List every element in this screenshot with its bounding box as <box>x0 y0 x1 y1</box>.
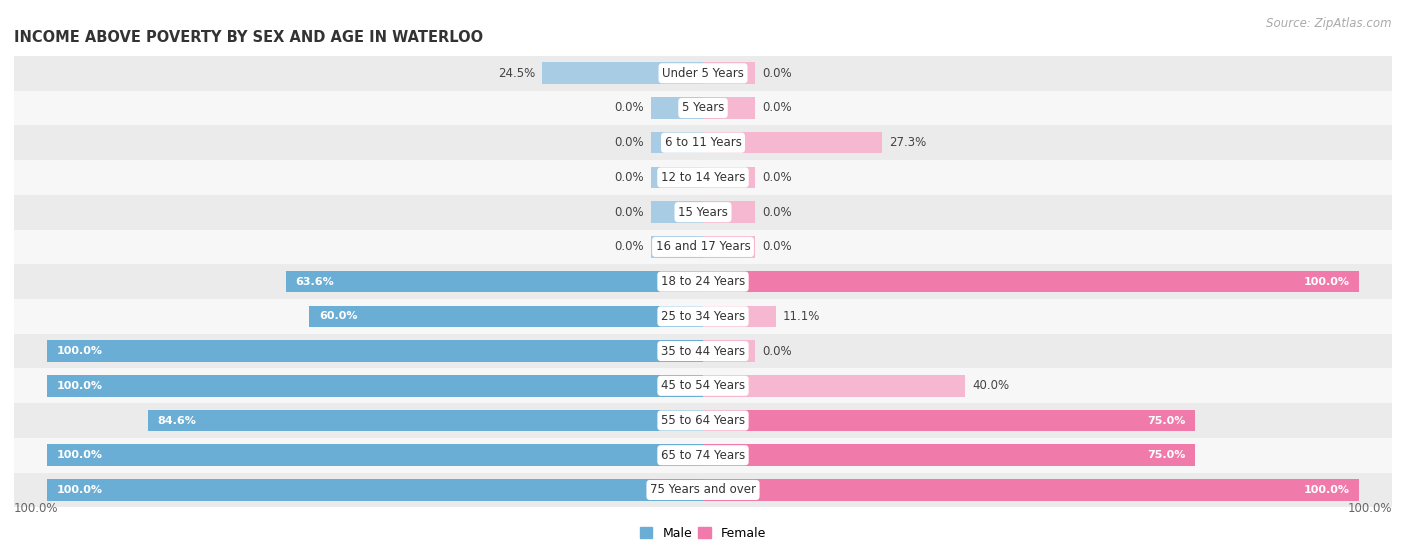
Bar <box>14 264 1392 299</box>
Bar <box>309 306 703 327</box>
Bar <box>148 410 703 432</box>
Text: 65 to 74 Years: 65 to 74 Years <box>661 449 745 462</box>
Text: 24.5%: 24.5% <box>499 67 536 80</box>
Text: 0.0%: 0.0% <box>614 240 644 253</box>
Text: 100.0%: 100.0% <box>14 502 59 515</box>
Text: INCOME ABOVE POVERTY BY SEX AND AGE IN WATERLOO: INCOME ABOVE POVERTY BY SEX AND AGE IN W… <box>14 30 484 45</box>
Text: 0.0%: 0.0% <box>614 136 644 149</box>
Text: 18 to 24 Years: 18 to 24 Years <box>661 275 745 288</box>
Text: 100.0%: 100.0% <box>1303 277 1350 287</box>
Text: 100.0%: 100.0% <box>1347 502 1392 515</box>
Bar <box>703 167 755 188</box>
Text: 0.0%: 0.0% <box>762 206 792 219</box>
Bar <box>703 444 1195 466</box>
Bar <box>14 230 1392 264</box>
Text: 0.0%: 0.0% <box>762 67 792 80</box>
Bar <box>703 375 966 396</box>
Text: 0.0%: 0.0% <box>762 171 792 184</box>
Bar <box>651 236 703 258</box>
Text: 0.0%: 0.0% <box>762 102 792 115</box>
Text: 16 and 17 Years: 16 and 17 Years <box>655 240 751 253</box>
Text: 84.6%: 84.6% <box>157 415 197 425</box>
Bar <box>14 472 1392 508</box>
Bar <box>543 63 703 84</box>
Bar <box>46 375 703 396</box>
Bar <box>703 410 1195 432</box>
Text: 0.0%: 0.0% <box>762 240 792 253</box>
Text: 6 to 11 Years: 6 to 11 Years <box>665 136 741 149</box>
Text: 75 Years and over: 75 Years and over <box>650 484 756 496</box>
Text: 100.0%: 100.0% <box>56 485 103 495</box>
Text: 12 to 14 Years: 12 to 14 Years <box>661 171 745 184</box>
Bar <box>46 479 703 501</box>
Text: Under 5 Years: Under 5 Years <box>662 67 744 80</box>
Bar <box>703 306 776 327</box>
Text: 5 Years: 5 Years <box>682 102 724 115</box>
Bar <box>14 403 1392 438</box>
Text: 0.0%: 0.0% <box>614 171 644 184</box>
Text: 100.0%: 100.0% <box>1303 485 1350 495</box>
Bar <box>651 201 703 223</box>
Text: 0.0%: 0.0% <box>614 206 644 219</box>
Bar <box>14 56 1392 91</box>
Bar <box>651 97 703 119</box>
Text: 15 Years: 15 Years <box>678 206 728 219</box>
Bar <box>703 340 755 362</box>
Bar <box>14 368 1392 403</box>
Bar <box>651 167 703 188</box>
Bar <box>703 479 1360 501</box>
Bar <box>46 444 703 466</box>
Bar <box>703 236 755 258</box>
Bar <box>14 299 1392 334</box>
Bar <box>285 271 703 292</box>
Text: 55 to 64 Years: 55 to 64 Years <box>661 414 745 427</box>
Bar <box>703 63 755 84</box>
Bar <box>46 340 703 362</box>
Bar <box>703 201 755 223</box>
Text: 0.0%: 0.0% <box>614 102 644 115</box>
Bar <box>14 195 1392 230</box>
Text: 100.0%: 100.0% <box>56 346 103 356</box>
Text: 11.1%: 11.1% <box>782 310 820 323</box>
Text: 0.0%: 0.0% <box>762 344 792 358</box>
Bar <box>14 125 1392 160</box>
Text: 63.6%: 63.6% <box>295 277 335 287</box>
Text: 100.0%: 100.0% <box>56 450 103 460</box>
Bar <box>703 132 882 154</box>
Text: 35 to 44 Years: 35 to 44 Years <box>661 344 745 358</box>
Bar <box>14 334 1392 368</box>
Text: 25 to 34 Years: 25 to 34 Years <box>661 310 745 323</box>
Text: 45 to 54 Years: 45 to 54 Years <box>661 380 745 392</box>
Text: Source: ZipAtlas.com: Source: ZipAtlas.com <box>1267 17 1392 30</box>
Bar <box>703 271 1360 292</box>
Text: 40.0%: 40.0% <box>972 380 1010 392</box>
Bar <box>703 97 755 119</box>
Legend: Male, Female: Male, Female <box>636 522 770 544</box>
Text: 75.0%: 75.0% <box>1147 415 1185 425</box>
Bar <box>651 132 703 154</box>
Text: 75.0%: 75.0% <box>1147 450 1185 460</box>
Bar <box>14 160 1392 195</box>
Text: 60.0%: 60.0% <box>319 311 357 321</box>
Text: 27.3%: 27.3% <box>889 136 927 149</box>
Text: 100.0%: 100.0% <box>56 381 103 391</box>
Bar <box>14 438 1392 472</box>
Bar <box>14 91 1392 125</box>
